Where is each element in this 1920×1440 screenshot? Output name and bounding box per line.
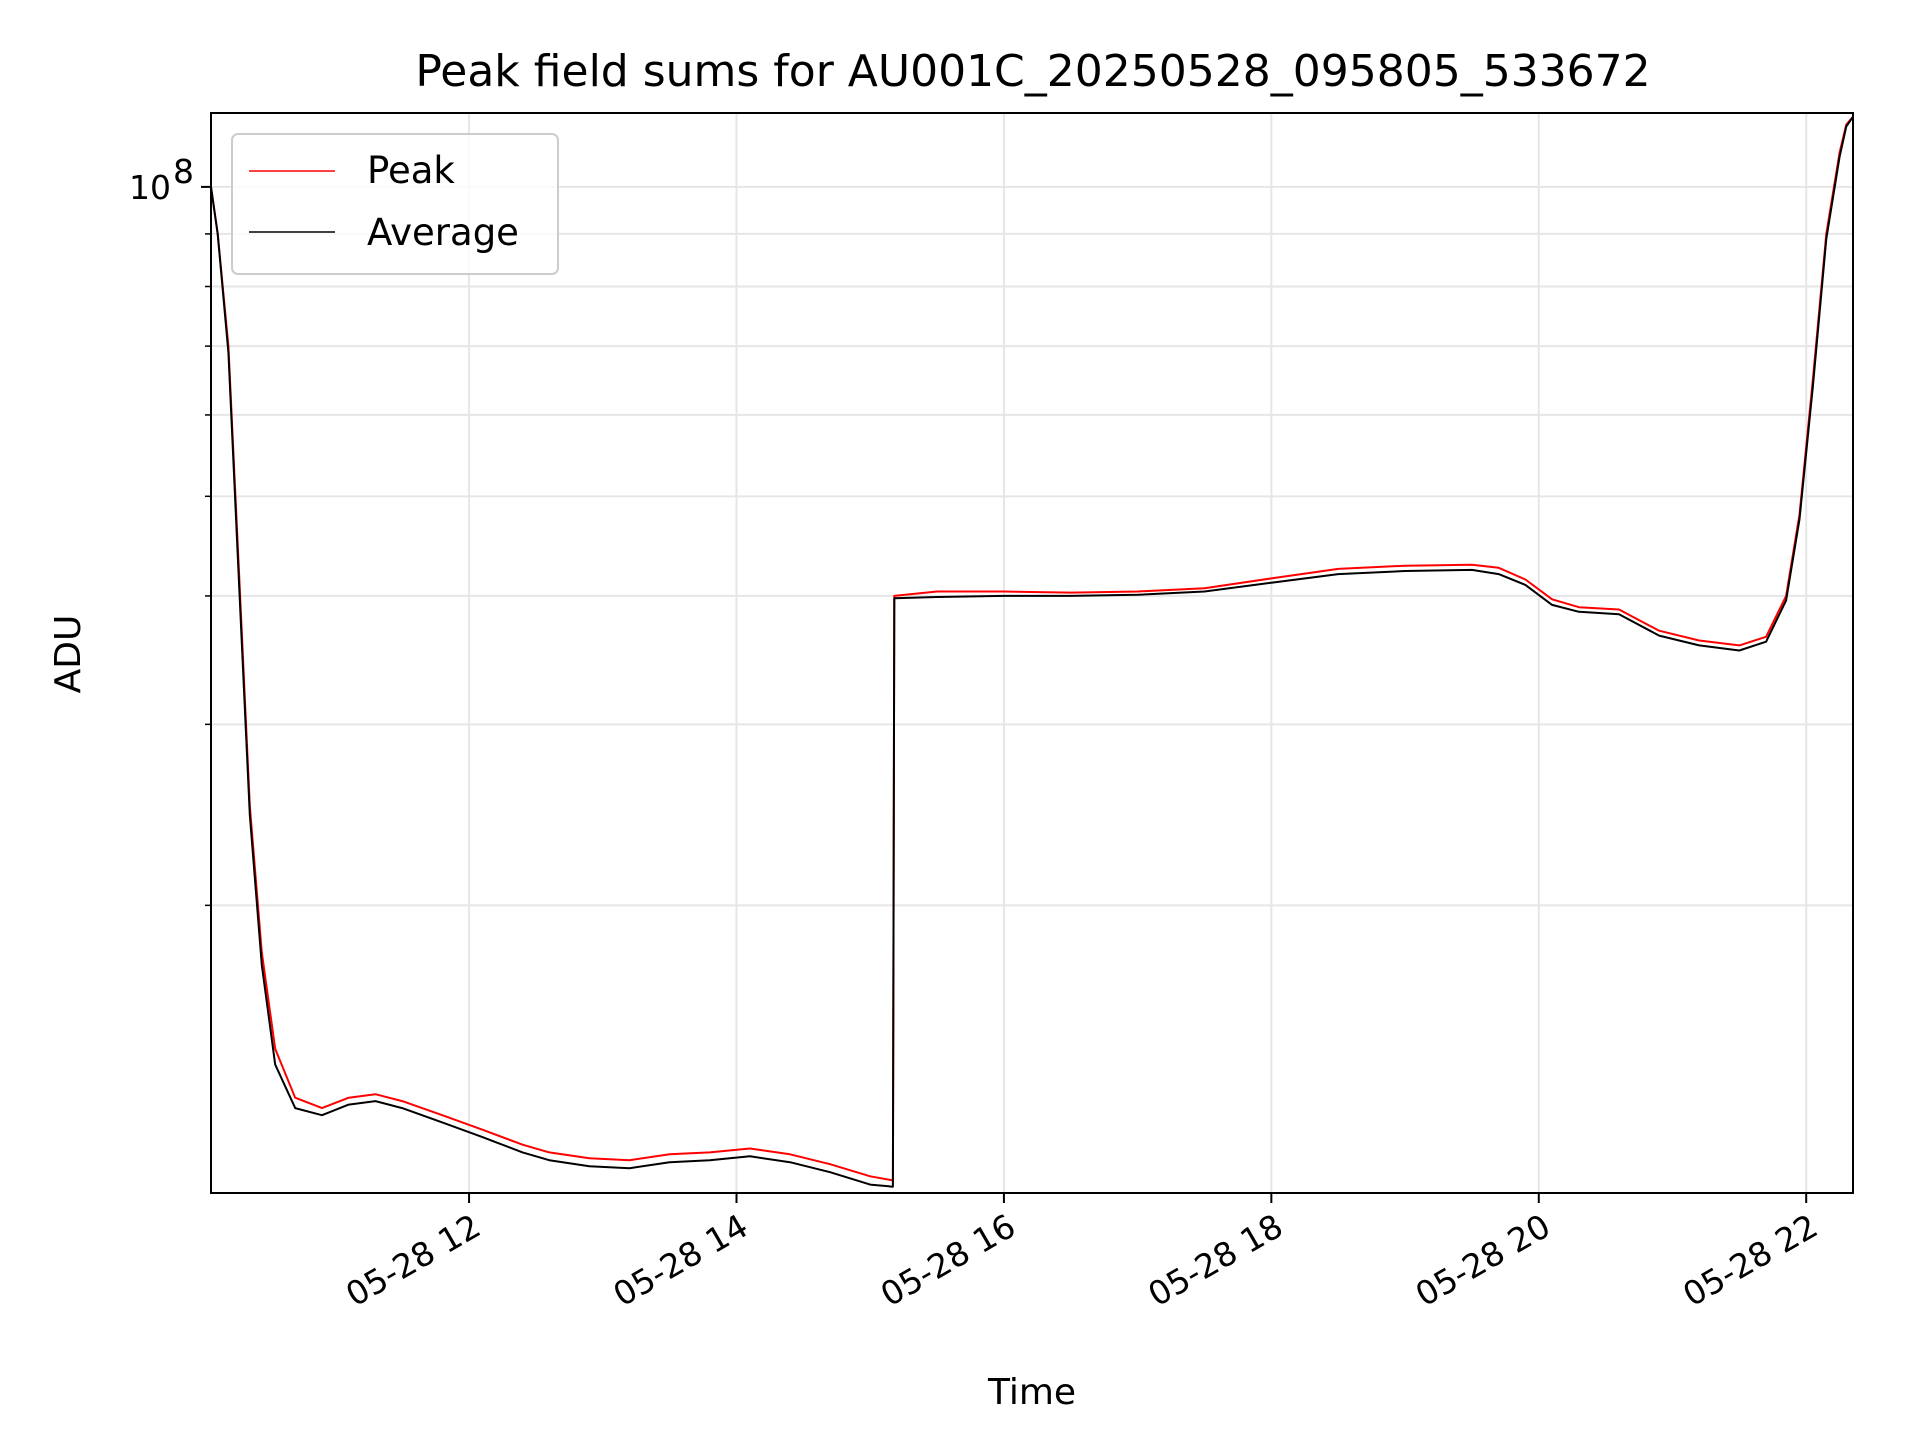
legend-box xyxy=(231,133,559,275)
series-line-peak xyxy=(211,116,1853,1182)
y-tick-label: 10 xyxy=(129,168,171,207)
plot-frame xyxy=(210,112,1854,1194)
legend: Peak Average xyxy=(231,133,559,275)
y-tick-exponent: 8 xyxy=(173,152,194,191)
y-axis-label: ADU xyxy=(48,615,89,694)
legend-label-peak: Peak xyxy=(367,149,455,192)
series-line-average xyxy=(211,116,1853,1188)
series-layer xyxy=(211,116,1853,1188)
chart-title: Peak field sums for AU001C_20250528_0958… xyxy=(415,46,1650,97)
x-axis-label: Time xyxy=(987,1372,1076,1413)
grid-layer xyxy=(211,113,1853,1193)
legend-label-average: Average xyxy=(367,211,519,254)
y-axis-ticks: 10 8 xyxy=(129,152,211,907)
